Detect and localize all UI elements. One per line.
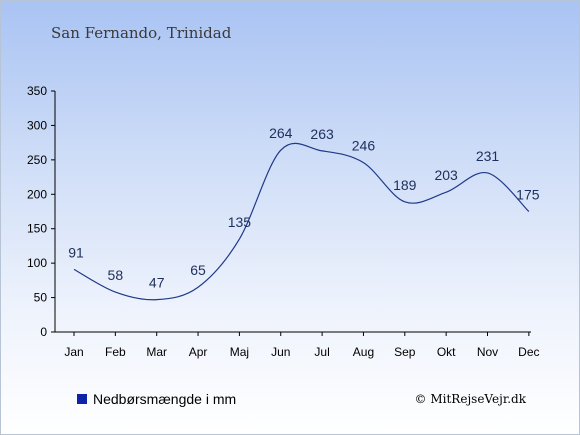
data-label: 203: [434, 167, 458, 183]
data-label: 263: [310, 126, 334, 142]
x-axis: Jan Feb Mar Apr Maj Jun Jul Aug Sep Okt Nov Dec: [55, 331, 540, 359]
y-tick-label: 0: [40, 325, 47, 339]
data-label: 47: [149, 275, 165, 291]
data-label: 246: [352, 138, 376, 154]
x-tick-label: Jul: [314, 345, 329, 359]
data-label: 175: [516, 187, 540, 203]
data-label: 91: [68, 244, 84, 260]
x-tick-label: Sep: [394, 345, 416, 359]
x-tick-label: Aug: [353, 345, 374, 359]
legend-label: Nedbørsmængde i mm: [93, 391, 236, 407]
data-labels: 91 58 47 65 135 264 263 246 189 203 231 175: [68, 125, 540, 290]
y-tick-label: 250: [27, 153, 47, 167]
y-tick-label: 50: [34, 291, 48, 305]
y-tick-label: 350: [27, 84, 47, 98]
y-tick-label: 100: [27, 256, 47, 270]
legend: Nedbørsmængde i mm: [77, 391, 236, 407]
chart-title: San Fernando, Trinidad: [51, 24, 232, 42]
x-tick-label: Jun: [271, 345, 290, 359]
x-tick-label: Apr: [189, 345, 208, 359]
legend-swatch: [77, 394, 87, 404]
x-tick-label: Dec: [518, 345, 539, 359]
x-tick-label: Feb: [105, 345, 126, 359]
x-tick-label: Nov: [477, 345, 498, 359]
x-tick-label: Maj: [230, 345, 249, 359]
y-tick-label: 300: [27, 118, 47, 132]
x-tick-label: Mar: [146, 345, 167, 359]
y-tick-label: 150: [27, 222, 47, 236]
credit-text: © MitRejseVejr.dk: [415, 392, 527, 406]
y-axis: 0 50 100 150 200 250 300 350: [27, 84, 56, 339]
data-label: 264: [269, 125, 293, 141]
data-label: 135: [228, 214, 252, 230]
x-tick-label: Jan: [64, 345, 83, 359]
x-tick-label: Okt: [437, 345, 456, 359]
data-label: 189: [393, 177, 417, 193]
data-label: 231: [476, 148, 500, 164]
y-tick-label: 200: [27, 187, 47, 201]
data-label: 65: [190, 262, 206, 278]
data-label: 58: [108, 267, 124, 283]
precipitation-line: [73, 142, 530, 301]
